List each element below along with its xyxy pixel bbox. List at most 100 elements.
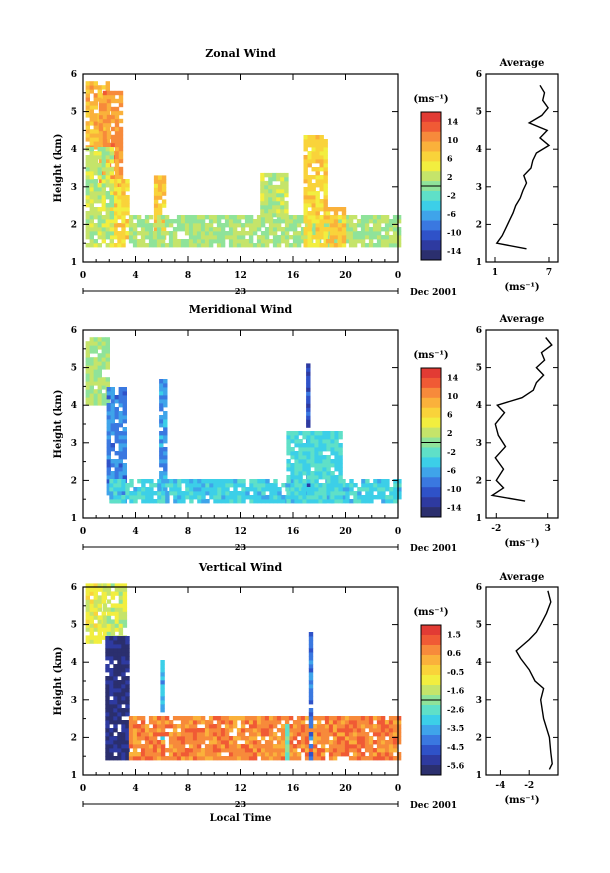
heatmap-cell: [113, 211, 118, 216]
heatmap-cell: [121, 183, 126, 188]
heatmap-cell: [204, 752, 210, 757]
heatmap-cell: [109, 167, 114, 172]
heatmap-cell: [345, 495, 350, 500]
heatmap-cell: [307, 199, 312, 204]
heatmap-cell: [109, 672, 114, 677]
heatmap-cell: [301, 491, 306, 496]
heatmap-cell: [196, 756, 202, 761]
heatmap-cell: [204, 748, 210, 753]
heatmap-cell: [106, 94, 112, 100]
heatmap-cell: [204, 728, 210, 733]
heatmap-cell: [121, 191, 126, 196]
heatmap-cell: [372, 748, 378, 753]
heatmap-cell: [344, 235, 350, 240]
heatmap-cell: [125, 183, 130, 188]
heatmap-region-0: [85, 337, 110, 406]
heatmap-cell: [384, 720, 390, 725]
heatmap-cell: [128, 728, 134, 733]
heatmap-cell: [102, 623, 108, 628]
heatmap-cell: [360, 732, 366, 737]
heatmap-cell: [163, 431, 168, 436]
heatmap-cell: [228, 756, 234, 761]
heatmap-cell: [388, 219, 394, 224]
heatmap-cell: [173, 483, 178, 488]
heatmap-cell: [93, 595, 98, 600]
heatmap-cell: [168, 239, 174, 244]
heatmap-cell: [85, 215, 90, 220]
heatmap-cell: [265, 499, 270, 504]
heatmap-cell: [161, 191, 167, 196]
heatmap-cell: [106, 403, 111, 408]
heatmap-cell: [228, 744, 234, 749]
heatmap-cell: [118, 475, 123, 480]
heatmap-cell: [368, 748, 374, 753]
heatmap-cell: [236, 756, 242, 761]
heatmap-cell: [121, 648, 126, 653]
heatmap-cell: [177, 483, 182, 488]
heatmap-cell: [294, 479, 299, 484]
heatmap-cell: [300, 744, 306, 749]
heatmap-cell: [97, 163, 102, 168]
heatmap-cell: [396, 227, 402, 232]
heatmap-cell: [252, 756, 258, 761]
colorbar-tick-label: -2: [447, 190, 456, 200]
heatmap-cell: [125, 656, 130, 661]
heatmap-cell: [121, 179, 126, 184]
heatmap-cell: [303, 215, 308, 220]
heatmap-cell: [388, 736, 394, 741]
heatmap-cell: [360, 744, 366, 749]
heatmap-cell: [352, 716, 358, 721]
heatmap-cell: [93, 167, 98, 172]
colorbar-tick-label: 2: [447, 428, 453, 438]
heatmap-cell: [314, 459, 319, 464]
heatmap-cell: [205, 483, 210, 488]
heatmap-cell: [315, 191, 320, 196]
heatmap-cell: [101, 599, 106, 604]
heatmap-cell: [93, 611, 98, 616]
heatmap-cell: [125, 195, 130, 200]
heatmap-cell: [233, 487, 238, 492]
colorbar-swatch: [421, 210, 441, 221]
colorbar-swatch: [421, 161, 441, 172]
heatmap-cell: [336, 744, 342, 749]
heatmap-cell: [280, 756, 286, 761]
heatmap-cell: [193, 491, 198, 496]
heatmap-cell: [89, 357, 94, 362]
heatmap-cell: [201, 499, 206, 504]
heatmap-cell: [114, 431, 119, 436]
heatmap-cell: [304, 756, 310, 761]
heatmap-cell: [101, 349, 106, 354]
heatmap-cell: [106, 419, 111, 424]
heatmap-cell: [303, 135, 308, 140]
heatmap-cell: [160, 231, 166, 236]
heatmap-cell: [252, 223, 258, 228]
heatmap-cell: [212, 724, 218, 729]
heatmap-cell: [192, 752, 198, 757]
heatmap-cell: [319, 139, 324, 144]
heatmap-cell: [348, 724, 354, 729]
heatmap-cell: [106, 102, 112, 108]
heatmap-cell: [216, 752, 222, 757]
heatmap-cell: [280, 235, 286, 240]
heatmap-cell: [236, 243, 242, 248]
panel-title: Meridional Wind: [189, 303, 293, 316]
heatmap-cell: [101, 337, 106, 342]
heatmap-cell: [161, 483, 166, 488]
heatmap-cell: [326, 479, 331, 484]
heatmap-cell: [121, 644, 126, 649]
heatmap-cell: [326, 447, 331, 452]
heatmap-cell: [380, 752, 386, 757]
heatmap-cell: [280, 716, 286, 721]
heatmap-cell: [285, 724, 290, 729]
heatmap-cell: [204, 744, 210, 749]
heatmap-cell: [114, 134, 120, 140]
heatmap-cell: [110, 98, 116, 104]
day-label: 23: [235, 286, 247, 296]
heatmap-cell: [307, 143, 312, 148]
heatmap-cell: [213, 483, 218, 488]
heatmap-cell: [188, 720, 194, 725]
heatmap-cell: [286, 491, 291, 496]
heatmap-cell: [312, 732, 318, 737]
heatmap-cell: [97, 357, 102, 362]
heatmap-cell: [303, 139, 308, 144]
